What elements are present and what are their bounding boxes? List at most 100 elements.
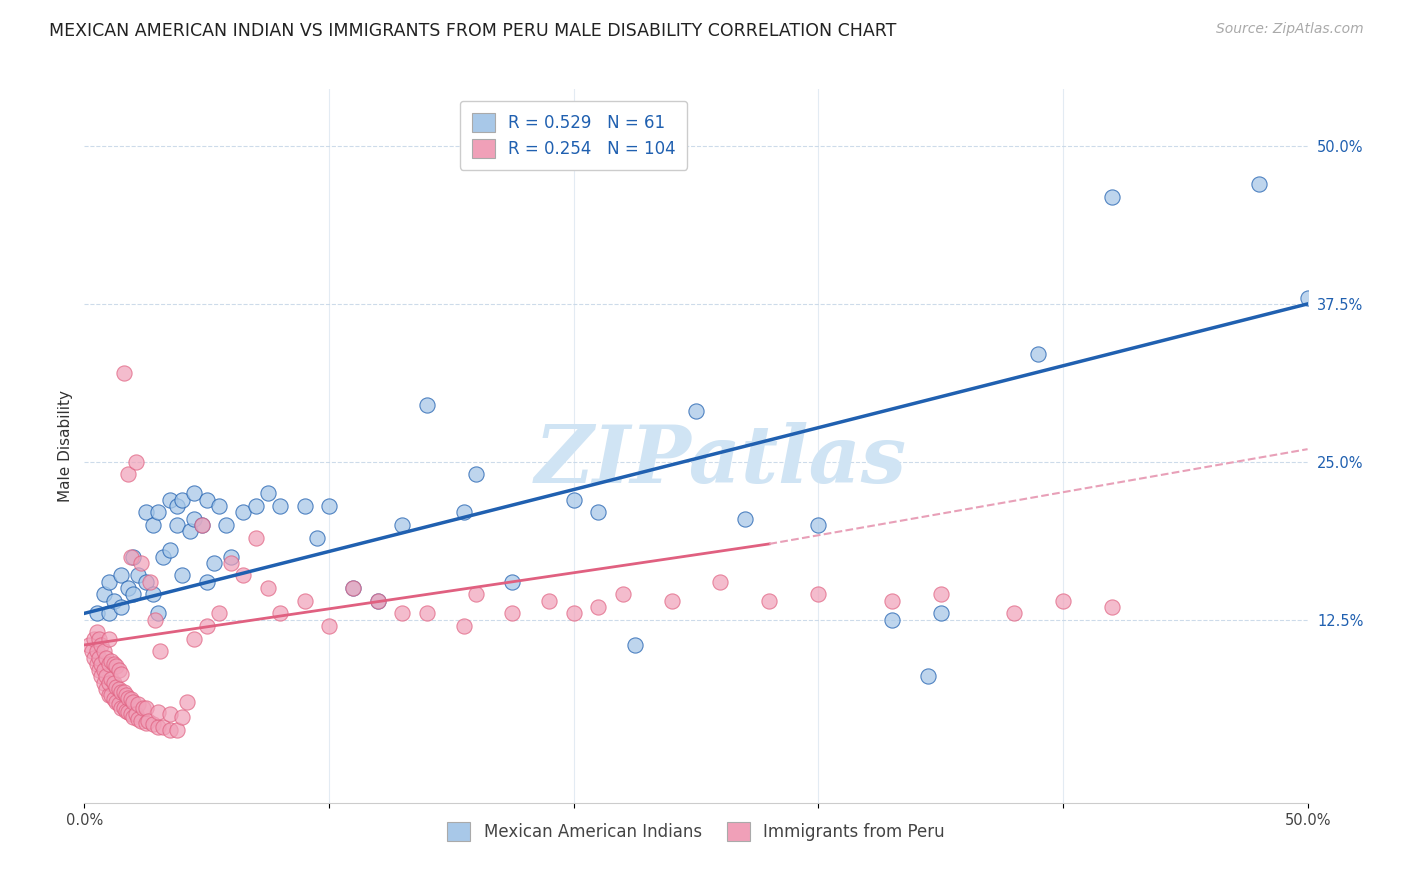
Point	[143, 613, 166, 627]
Point	[110, 684, 132, 698]
Point	[166, 517, 188, 532]
Point	[661, 593, 683, 607]
Point	[929, 587, 952, 601]
Point	[391, 607, 413, 621]
Point	[149, 644, 172, 658]
Point	[105, 695, 128, 709]
Point	[93, 663, 115, 677]
Point	[391, 517, 413, 532]
Point	[87, 663, 110, 677]
Point	[195, 574, 218, 589]
Point	[195, 619, 218, 633]
Point	[1101, 189, 1123, 203]
Point	[135, 716, 157, 731]
Text: MEXICAN AMERICAN INDIAN VS IMMIGRANTS FROM PERU MALE DISABILITY CORRELATION CHAR: MEXICAN AMERICAN INDIAN VS IMMIGRANTS FR…	[49, 22, 897, 40]
Point	[159, 723, 181, 737]
Point	[502, 607, 524, 621]
Point	[146, 505, 169, 519]
Point	[96, 682, 118, 697]
Point	[166, 723, 188, 737]
Point	[294, 593, 316, 607]
Point	[1052, 593, 1074, 607]
Point	[464, 467, 486, 482]
Point	[122, 710, 145, 724]
Point	[117, 467, 139, 482]
Point	[96, 650, 118, 665]
Point	[880, 613, 903, 627]
Point	[127, 713, 149, 727]
Point	[562, 492, 585, 507]
Point	[105, 680, 128, 694]
Point	[93, 644, 115, 658]
Point	[112, 684, 135, 698]
Point	[107, 698, 129, 712]
Point	[127, 698, 149, 712]
Point	[880, 593, 903, 607]
Point	[208, 607, 231, 621]
Point	[342, 581, 364, 595]
Point	[146, 705, 169, 719]
Point	[93, 587, 115, 601]
Point	[142, 587, 165, 601]
Point	[807, 587, 830, 601]
Point	[122, 549, 145, 564]
Point	[146, 720, 169, 734]
Point	[87, 632, 110, 646]
Point	[195, 492, 218, 507]
Point	[87, 650, 110, 665]
Point	[112, 367, 135, 381]
Point	[502, 574, 524, 589]
Point	[77, 638, 100, 652]
Point	[122, 587, 145, 601]
Point	[97, 657, 120, 671]
Point	[269, 607, 291, 621]
Point	[191, 517, 214, 532]
Point	[166, 499, 188, 513]
Point	[110, 568, 132, 582]
Point	[245, 499, 267, 513]
Point	[107, 663, 129, 677]
Point	[105, 659, 128, 673]
Point	[183, 511, 205, 525]
Point	[318, 499, 340, 513]
Point	[120, 549, 142, 564]
Point	[142, 717, 165, 731]
Point	[90, 669, 112, 683]
Point	[172, 492, 194, 507]
Point	[807, 517, 830, 532]
Point	[125, 707, 148, 722]
Point	[142, 517, 165, 532]
Point	[685, 404, 707, 418]
Point	[1296, 291, 1319, 305]
Point	[112, 701, 135, 715]
Point	[202, 556, 225, 570]
Point	[1002, 607, 1025, 621]
Point	[318, 619, 340, 633]
Point	[100, 689, 122, 703]
Point	[103, 593, 125, 607]
Point	[86, 625, 108, 640]
Point	[1247, 177, 1270, 191]
Point	[586, 600, 609, 615]
Point	[103, 675, 125, 690]
Point	[129, 556, 152, 570]
Point	[562, 607, 585, 621]
Text: Source: ZipAtlas.com: Source: ZipAtlas.com	[1216, 22, 1364, 37]
Point	[709, 574, 731, 589]
Point	[93, 675, 115, 690]
Point	[367, 593, 389, 607]
Point	[453, 505, 475, 519]
Point	[120, 692, 142, 706]
Point	[367, 593, 389, 607]
Point	[294, 499, 316, 513]
Point	[245, 531, 267, 545]
Point	[152, 720, 174, 734]
Point	[117, 705, 139, 719]
Point	[305, 531, 328, 545]
Point	[758, 593, 780, 607]
Point	[219, 549, 242, 564]
Point	[416, 607, 439, 621]
Point	[734, 511, 756, 525]
Point	[135, 505, 157, 519]
Point	[107, 682, 129, 697]
